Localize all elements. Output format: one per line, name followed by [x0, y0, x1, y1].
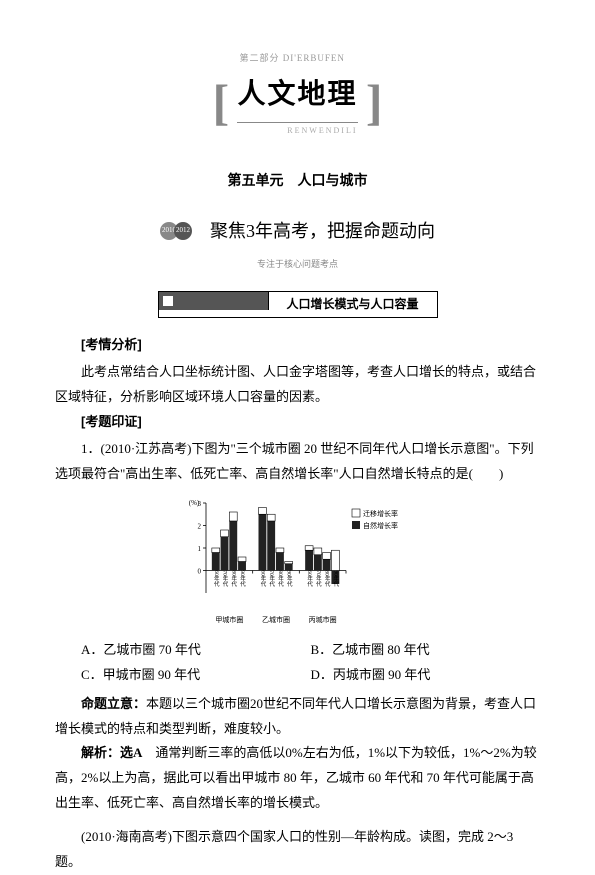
- svg-text:90年代: 90年代: [285, 570, 292, 588]
- bracket-right: ]: [366, 55, 383, 150]
- svg-text:甲城市圈: 甲城市圈: [215, 615, 243, 624]
- svg-text:60年代: 60年代: [306, 570, 313, 588]
- population-chart: 0123(%)60年代70年代80年代90年代甲城市圈60年代70年代80年代9…: [178, 495, 418, 625]
- svg-text:80年代: 80年代: [276, 570, 283, 588]
- focus-icon: 2010 2012: [160, 220, 205, 242]
- svg-text:自然增长率: 自然增长率: [363, 521, 398, 530]
- svg-text:80年代: 80年代: [323, 570, 330, 588]
- bracket-left: [: [212, 55, 229, 150]
- q1-stem: 1．(2010·江苏高考)下图为"三个城市圈 20 世纪不同年代人口增长示意图"…: [55, 437, 540, 486]
- topic-bar: 人口增长模式与人口容量: [158, 291, 438, 318]
- mingyi: 命题立意：本题以三个城市圈20世纪不同年代人口增长示意图为背景，考查人口增长模式…: [55, 692, 540, 741]
- svg-text:70年代: 70年代: [268, 570, 275, 588]
- svg-text:丙城市圈: 丙城市圈: [308, 615, 336, 624]
- option-a: A．乙城市圈 70 年代: [81, 638, 311, 663]
- svg-text:90年代: 90年代: [332, 570, 339, 588]
- analysis-text: 此考点常结合人口坐标统计图、人口金字塔图等，考查人口增长的特点，或结合区域特征，…: [55, 360, 540, 409]
- svg-text:0: 0: [197, 567, 201, 575]
- svg-text:70年代: 70年代: [221, 570, 228, 588]
- q2-text: (2010·海南高考)下图示意四个国家人口的性别—年龄构成。读图，完成 2～3 …: [55, 825, 540, 874]
- focus-text: 聚焦3年高考，把握命题动向: [210, 214, 435, 248]
- svg-text:70年代: 70年代: [314, 570, 321, 588]
- option-d: D．丙城市圈 90 年代: [311, 663, 541, 688]
- mingyi-label: 命题立意：: [81, 696, 146, 711]
- svg-text:90年代: 90年代: [239, 570, 246, 588]
- option-b: B．乙城市圈 80 年代: [311, 638, 541, 663]
- topic-bar-text: 人口增长模式与人口容量: [269, 292, 437, 317]
- option-c: C．甲城市圈 90 年代: [81, 663, 311, 688]
- jiexi: 解析：选A 通常判断三率的高低以0%左右为低，1%以下为较低，1%～2%为较高，…: [55, 741, 540, 815]
- title-pinyin: RENWENDILI: [237, 123, 357, 138]
- focus-sub: 专注于核心问题考点: [55, 256, 540, 273]
- year-badge-2: 2012: [174, 222, 192, 240]
- verify-label: [考题印证]: [55, 410, 540, 435]
- chart-container: 0123(%)60年代70年代80年代90年代甲城市圈60年代70年代80年代9…: [55, 495, 540, 634]
- svg-text:2: 2: [197, 522, 201, 530]
- main-title: 人文地理: [237, 67, 357, 120]
- svg-text:(%): (%): [188, 499, 199, 507]
- part-header: [ 第二部分 DI'ERBUFEN 人文地理 RENWENDILI ]: [55, 50, 540, 142]
- svg-text:80年代: 80年代: [230, 570, 237, 588]
- svg-text:60年代: 60年代: [259, 570, 266, 588]
- unit-title: 第五单元 人口与城市: [55, 167, 540, 194]
- focus-banner: 2010 2012 聚焦3年高考，把握命题动向: [55, 214, 540, 248]
- jiexi-label: 解析：选A: [81, 745, 142, 760]
- svg-text:迁移增长率: 迁移增长率: [363, 509, 398, 518]
- topic-bar-decor: [159, 292, 269, 310]
- options: A．乙城市圈 70 年代 B．乙城市圈 80 年代 C．甲城市圈 90 年代 D…: [55, 638, 540, 687]
- svg-text:乙城市圈: 乙城市圈: [262, 615, 290, 624]
- svg-text:1: 1: [197, 545, 201, 553]
- part-pinyin: 第二部分 DI'ERBUFEN: [237, 50, 357, 67]
- svg-text:60年代: 60年代: [212, 570, 219, 588]
- analysis-label: [考情分析]: [55, 333, 540, 358]
